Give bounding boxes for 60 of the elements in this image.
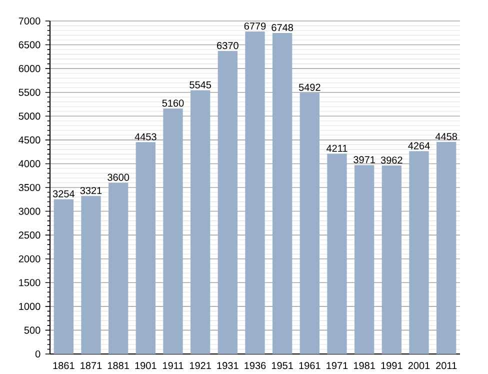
y-tick-label: 2500 <box>18 232 40 239</box>
x-tick-label: 1911 <box>163 362 184 370</box>
y-tick-label: 5000 <box>18 112 40 120</box>
bar <box>54 199 74 354</box>
y-tick-label: 0 <box>35 350 40 358</box>
data-label: 6370 <box>217 42 238 50</box>
x-tick-label: 1921 <box>190 362 211 370</box>
x-tick-label: 1901 <box>135 362 156 370</box>
data-label: 4453 <box>134 133 156 141</box>
data-label: 3321 <box>80 187 102 194</box>
data-label: 6779 <box>244 22 266 30</box>
data-label: 5492 <box>298 84 320 92</box>
y-tick-label: 3000 <box>18 208 40 216</box>
data-label: 3254 <box>52 190 74 198</box>
bar <box>272 33 292 354</box>
bar <box>327 154 347 354</box>
y-tick-label: 3500 <box>18 184 40 192</box>
data-label: 3600 <box>108 174 130 182</box>
bar <box>218 51 238 354</box>
x-tick-label: 1971 <box>326 362 348 370</box>
y-tick-label: 1500 <box>19 279 40 286</box>
y-tick-label: 500 <box>24 326 40 334</box>
bar <box>382 166 402 354</box>
x-tick-label: 1981 <box>354 362 375 370</box>
x-tick-label: 1881 <box>108 362 129 370</box>
x-tick-label: 1961 <box>299 362 320 370</box>
y-tick-label: 6500 <box>18 41 40 49</box>
data-label: 6748 <box>272 24 294 32</box>
x-tick-label: 1936 <box>244 362 266 370</box>
data-label: 5160 <box>162 100 184 107</box>
bar <box>81 196 101 354</box>
data-label: 4458 <box>435 133 458 140</box>
data-label: 3971 <box>354 156 375 164</box>
bar <box>354 165 374 354</box>
bar <box>136 142 156 354</box>
y-tick-label: 5500 <box>18 89 40 96</box>
x-tick-label: 2011 <box>436 362 457 370</box>
x-tick-label: 1861 <box>53 362 74 370</box>
data-label: 4211 <box>326 145 348 152</box>
x-tick-label: 1931 <box>217 362 238 370</box>
bar <box>190 90 210 354</box>
bar <box>245 32 265 354</box>
x-tick-label: 1951 <box>272 362 293 370</box>
y-tick-label: 6000 <box>18 65 40 72</box>
x-tick-label: 1991 <box>381 362 402 370</box>
bar <box>409 151 429 354</box>
y-tick-label: 4500 <box>18 136 40 144</box>
y-tick-label: 2000 <box>18 256 40 263</box>
bar <box>163 108 183 354</box>
bar <box>108 182 128 354</box>
data-label: 5545 <box>190 82 212 89</box>
bar <box>300 92 320 354</box>
y-tick-label: 4000 <box>18 160 40 168</box>
x-tick-label: 1871 <box>80 362 102 370</box>
y-tick-label: 1000 <box>19 303 40 310</box>
data-label: 3962 <box>380 156 402 164</box>
x-tick-label: 2001 <box>408 362 430 370</box>
data-label: 4264 <box>408 142 430 150</box>
y-tick-label: 7000 <box>18 18 40 25</box>
bar <box>436 142 456 354</box>
